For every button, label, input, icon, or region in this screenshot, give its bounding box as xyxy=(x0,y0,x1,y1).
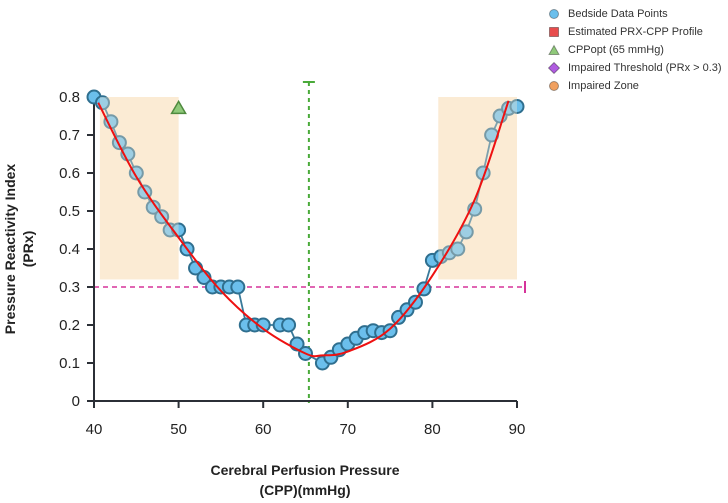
legend-label: Estimated PRX-CPP Profile xyxy=(568,26,703,38)
x-tick-label: 60 xyxy=(255,421,272,438)
triangle-marker-icon xyxy=(548,44,560,55)
impaired-zone-overlay xyxy=(99,97,179,280)
circle-marker-icon xyxy=(549,81,559,91)
legend-label: Impaired Threshold (PRx > 0.3) xyxy=(568,62,722,74)
profile-curve xyxy=(97,100,510,358)
legend-label: Impaired Zone xyxy=(568,80,639,92)
data-point xyxy=(230,279,246,295)
x-tick-label: 40 xyxy=(86,421,103,438)
x-tick-label: 80 xyxy=(424,421,441,438)
y-tick-label: 0.1 xyxy=(59,355,80,372)
x-tick-label: 50 xyxy=(170,421,187,438)
legend-label: CPPopt (65 mmHg) xyxy=(568,44,664,56)
diamond-marker-icon xyxy=(548,62,560,74)
y-axis-label: (PRx) xyxy=(20,231,36,268)
y-axis-label: Pressure Reactivity Index xyxy=(2,164,18,335)
legend-item: CPPopt (65 mmHg) xyxy=(548,41,722,59)
y-tick-label: 0 xyxy=(72,393,80,410)
x-tick-label: 70 xyxy=(339,421,356,438)
circle-marker-icon xyxy=(549,9,559,19)
legend-item: Impaired Zone xyxy=(548,77,722,95)
data-point xyxy=(509,99,525,114)
y-tick-label: 0.7 xyxy=(59,127,80,144)
y-tick-label: 0.2 xyxy=(59,317,80,334)
y-tick-label: 0.8 xyxy=(59,89,80,106)
data-point xyxy=(281,317,297,333)
legend-label: Bedside Data Points xyxy=(568,8,668,20)
legend-item: Impaired Threshold (PRx > 0.3) xyxy=(548,59,722,77)
y-tick-label: 0.6 xyxy=(59,165,80,182)
data-point xyxy=(450,241,466,257)
data-point xyxy=(382,323,398,339)
cppopt-marker xyxy=(170,99,187,115)
legend-item: Bedside Data Points xyxy=(548,5,722,23)
data-point xyxy=(145,199,161,215)
square-marker-icon xyxy=(549,27,559,37)
y-tick-label: 0.3 xyxy=(59,279,80,296)
legend: Bedside Data Points Estimated PRX-CPP Pro… xyxy=(548,5,722,95)
x-tick-label: 90 xyxy=(509,421,526,438)
impaired-zone-overlay xyxy=(438,97,517,280)
x-axis-label: Cerebral Perfusion Pressure xyxy=(210,462,399,478)
y-tick-label: 0.4 xyxy=(59,241,80,258)
legend-item: Estimated PRX-CPP Profile xyxy=(548,23,722,41)
x-axis-label: (CPP)(mmHg) xyxy=(260,482,351,498)
y-tick-label: 0.5 xyxy=(59,203,80,220)
